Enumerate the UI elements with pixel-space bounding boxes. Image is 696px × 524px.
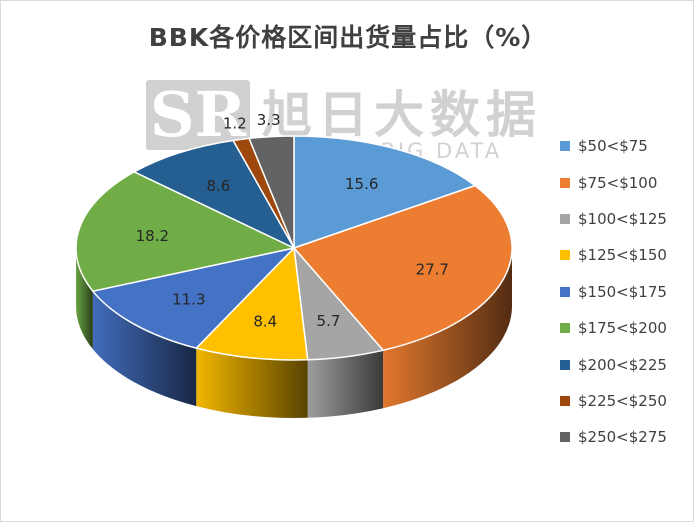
- legend-swatch: [560, 250, 570, 261]
- watermark-name: 旭日大数据: [262, 86, 542, 144]
- pie-slice-2: [292, 184, 513, 352]
- legend-item: $150<$175: [560, 274, 667, 310]
- pie-slice-5: [91, 246, 297, 349]
- pie-slice-7: [132, 139, 296, 250]
- legend-label: $200<$225: [578, 355, 667, 374]
- legend-item: $250<$275: [560, 419, 667, 455]
- data-label-6: 18.2: [136, 227, 169, 245]
- pie-slice-1: [293, 135, 477, 250]
- legend-swatch: [560, 323, 570, 334]
- pie-slice-6: [75, 171, 297, 293]
- watermark-logo-text: SR: [150, 78, 247, 151]
- legend-item: $225<$250: [560, 383, 667, 419]
- data-label-8: 1.2: [223, 114, 247, 132]
- legend-item: $200<$225: [560, 346, 667, 382]
- legend-label: $50<$75: [578, 137, 648, 156]
- pie-side-5: [92, 291, 197, 407]
- chart-title: BBK各价格区间出货量占比（%）: [148, 23, 548, 52]
- pie-side-4: [196, 348, 308, 418]
- legend-item: $125<$150: [560, 237, 667, 273]
- legend-swatch: [560, 213, 570, 224]
- legend-label: $75<$100: [578, 173, 658, 192]
- data-label-3: 5.7: [317, 312, 341, 330]
- data-label-9: 3.3: [257, 111, 281, 129]
- legend-label: $250<$275: [578, 428, 667, 447]
- data-labels: 15.6 27.7 5.7 8.4 11.3 18.2 8.6 1.2 3.3: [136, 111, 449, 330]
- data-label-4: 8.4: [253, 312, 277, 330]
- legend-item: $175<$200: [560, 310, 667, 346]
- legend-swatch: [560, 395, 570, 406]
- pie-slice-4: [194, 246, 309, 361]
- legend-label: $150<$175: [578, 282, 667, 301]
- pie-side-3: [307, 350, 384, 418]
- data-label-5: 11.3: [172, 290, 205, 308]
- data-label-1: 15.6: [345, 175, 378, 193]
- watermark-logo-box: [146, 80, 250, 150]
- legend-item: $50<$75: [560, 128, 667, 164]
- legend-swatch: [560, 141, 570, 152]
- watermark: SR旭日大数据SUNRISE BIG DATA: [146, 78, 542, 163]
- legend-swatch: [560, 177, 570, 188]
- legend-label: $225<$250: [578, 391, 667, 410]
- pie-top: [75, 135, 513, 361]
- legend-swatch: [560, 286, 570, 297]
- pie-slice-9: [248, 135, 295, 249]
- pie-side-6: [76, 248, 93, 350]
- chart-legend: $50<$75 $75<$100 $100<$125 $125<$150 $150<$1…: [560, 128, 667, 456]
- data-label-2: 27.7: [416, 260, 449, 278]
- legend-swatch: [560, 432, 570, 443]
- data-label-7: 8.6: [207, 177, 231, 195]
- legend-label: $125<$150: [578, 246, 667, 265]
- legend-item: $100<$125: [560, 201, 667, 237]
- legend-item: $75<$100: [560, 164, 667, 200]
- legend-label: $100<$125: [578, 209, 667, 228]
- legend-label: $175<$200: [578, 319, 667, 338]
- legend-swatch: [560, 359, 570, 370]
